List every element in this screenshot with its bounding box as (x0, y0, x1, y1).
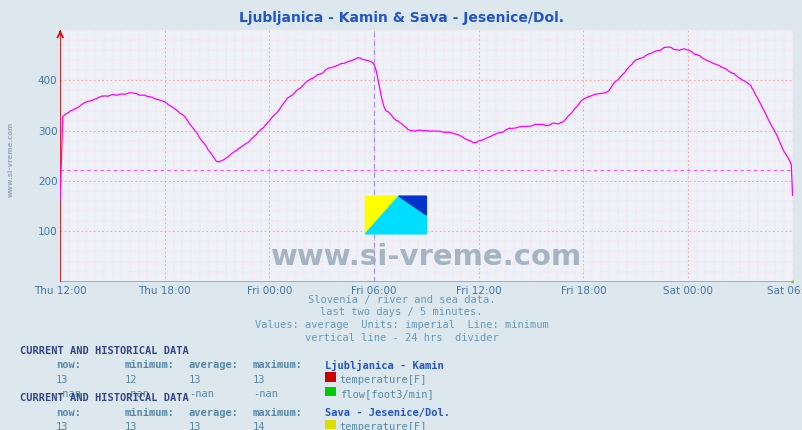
Text: now:: now: (56, 360, 81, 370)
Text: 13: 13 (124, 422, 137, 430)
Text: 13: 13 (188, 422, 201, 430)
Text: temperature[F]: temperature[F] (339, 375, 427, 384)
Text: Slovenia / river and sea data.: Slovenia / river and sea data. (307, 295, 495, 304)
Text: 12: 12 (124, 375, 137, 384)
Text: last two days / 5 minutes.: last two days / 5 minutes. (320, 307, 482, 317)
Polygon shape (399, 196, 426, 215)
Text: 13: 13 (188, 375, 201, 384)
Text: 13: 13 (56, 375, 69, 384)
Text: www.si-vreme.com: www.si-vreme.com (7, 121, 14, 197)
Text: maximum:: maximum: (253, 360, 302, 370)
Text: Sava - Jesenice/Dol.: Sava - Jesenice/Dol. (325, 408, 450, 418)
Text: CURRENT AND HISTORICAL DATA: CURRENT AND HISTORICAL DATA (20, 393, 188, 403)
Text: 14: 14 (253, 422, 265, 430)
Text: CURRENT AND HISTORICAL DATA: CURRENT AND HISTORICAL DATA (20, 346, 188, 356)
Text: temperature[F]: temperature[F] (339, 422, 427, 430)
Text: -nan: -nan (56, 389, 81, 399)
Text: maximum:: maximum: (253, 408, 302, 418)
Text: average:: average: (188, 360, 238, 370)
Text: www.si-vreme.com: www.si-vreme.com (270, 243, 581, 270)
Text: Ljubljanica - Kamin & Sava - Jesenice/Dol.: Ljubljanica - Kamin & Sava - Jesenice/Do… (239, 11, 563, 25)
Text: 13: 13 (253, 375, 265, 384)
Text: now:: now: (56, 408, 81, 418)
Text: flow[foot3/min]: flow[foot3/min] (339, 389, 433, 399)
Text: vertical line - 24 hrs  divider: vertical line - 24 hrs divider (304, 333, 498, 343)
Text: -nan: -nan (253, 389, 277, 399)
Polygon shape (365, 196, 426, 234)
Text: Ljubljanica - Kamin: Ljubljanica - Kamin (325, 360, 444, 372)
Text: average:: average: (188, 408, 238, 418)
Text: -nan: -nan (124, 389, 149, 399)
Text: -nan: -nan (188, 389, 213, 399)
Text: minimum:: minimum: (124, 360, 174, 370)
Text: Values: average  Units: imperial  Line: minimum: Values: average Units: imperial Line: mi… (254, 320, 548, 330)
Polygon shape (365, 196, 399, 234)
Text: minimum:: minimum: (124, 408, 174, 418)
Text: 13: 13 (56, 422, 69, 430)
